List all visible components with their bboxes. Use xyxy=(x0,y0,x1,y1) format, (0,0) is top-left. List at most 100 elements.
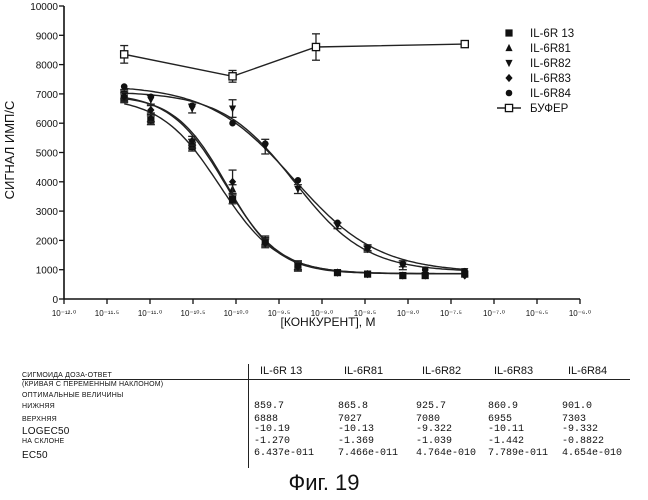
table-cell: -10.11 xyxy=(488,424,525,435)
table-cell: 865.8 xyxy=(338,401,369,412)
x-tick-label: 10⁻⁶·⁰ xyxy=(569,309,591,318)
marker-circle xyxy=(188,102,196,109)
table-cell: 901.0 xyxy=(562,401,593,412)
legend-label: IL-6R83 xyxy=(530,73,571,85)
x-tick-label: 10⁻¹²·⁰ xyxy=(52,309,76,318)
y-tick-label: 4000 xyxy=(36,178,59,189)
table-cell: 925.7 xyxy=(416,401,447,412)
table-cell: -0.8822 xyxy=(562,436,605,447)
marker-triangle-down xyxy=(294,186,302,194)
marker-circle xyxy=(505,89,513,97)
y-tick-label: 10000 xyxy=(30,2,58,13)
table-cell: 4.764e-010 xyxy=(416,448,477,459)
table-row-label: (КРИВАЯ С ПЕРЕМЕННЫМ НАКЛОНОМ) xyxy=(22,381,164,388)
axes: 0 1000 2000 3000 4000 5000 6000 7000 8000 9000 100… xyxy=(30,2,591,318)
table-column-header: IL-6R83 xyxy=(494,365,534,377)
x-tick-label: 10⁻⁸·⁰ xyxy=(397,309,419,318)
table-cell: -1.270 xyxy=(254,436,291,447)
y-tick-label: 0 xyxy=(52,295,58,306)
table-row-label: EC50 xyxy=(22,450,48,461)
fit-results-table: IL-6R 13 IL-6R81 IL-6R82 IL-6R83 IL-6R84 СИГМ… xyxy=(22,362,642,470)
marker-diamond xyxy=(421,271,429,280)
series-line xyxy=(124,96,465,275)
series-line xyxy=(124,87,465,271)
marker-diamond xyxy=(363,269,372,279)
table-cell: 4.654e-010 xyxy=(562,448,623,459)
x-tick-label: 10⁻⁸·⁵ xyxy=(354,309,376,318)
marker-square xyxy=(505,29,513,37)
table-row-label: ВЕРХНЯЯ xyxy=(22,416,57,423)
marker-diamond xyxy=(261,239,269,248)
marker-diamond xyxy=(399,271,407,280)
marker-circle xyxy=(229,119,236,127)
table-cell: -10.13 xyxy=(338,424,375,435)
marker-open-square xyxy=(460,39,470,49)
marker-circle xyxy=(334,219,341,227)
marker-diamond xyxy=(147,105,155,115)
table-cell: -9.332 xyxy=(562,424,599,435)
table-cell: -10.19 xyxy=(254,424,291,435)
series-line xyxy=(124,43,465,78)
marker-triangle-up xyxy=(505,43,513,52)
table-column-header: IL-6R81 xyxy=(344,365,384,377)
table-cell: 859.7 xyxy=(254,401,285,412)
series-line xyxy=(124,103,465,275)
table-cell: -1.442 xyxy=(488,436,525,447)
marker-open-square xyxy=(119,50,129,59)
table-cell: 6.437e-011 xyxy=(254,448,315,459)
y-tick-label: 6000 xyxy=(36,119,59,130)
table-cell: 7.466e-011 xyxy=(338,448,399,459)
legend-label: IL-6R82 xyxy=(530,58,571,70)
y-axis-title: СИГНАЛ ИМП/С xyxy=(2,101,17,200)
fit-curves xyxy=(124,43,465,275)
table-row-label: СИГМОИДА ДОЗА-ОТВЕТ xyxy=(22,372,112,379)
series-line xyxy=(124,97,465,275)
marker-diamond xyxy=(505,73,513,83)
table-cell: 860.9 xyxy=(488,401,519,412)
dose-response-chart: СИГНАЛ ИМП/С [КОНКУРЕНТ], М 0 1000 2000 300… xyxy=(2,2,591,329)
marker-circle xyxy=(364,244,371,252)
x-tick-label: 10⁻⁷·⁵ xyxy=(440,309,462,318)
marker-diamond xyxy=(294,262,302,271)
marker-diamond xyxy=(120,92,128,101)
marker-diamond xyxy=(188,136,196,145)
table-row-label: НА СКЛОНЕ xyxy=(22,438,65,445)
y-tick-label: 1000 xyxy=(36,266,59,277)
table-cell: 6955 xyxy=(488,414,513,425)
table-header-rule xyxy=(22,379,630,380)
table-cell: 6888 xyxy=(254,414,279,425)
marker-diamond xyxy=(228,177,237,186)
x-axis-label: [КОНКУРЕНТ], М xyxy=(281,315,376,329)
data-points xyxy=(119,33,470,280)
legend-label: БУФЕР xyxy=(530,103,569,115)
y-tick-label: 3000 xyxy=(36,207,59,218)
table-cell: -1.369 xyxy=(338,436,375,447)
table-column-rule xyxy=(248,364,249,468)
y-tick-label: 8000 xyxy=(36,61,59,72)
x-tick-label: 10⁻¹⁰·⁰ xyxy=(224,309,249,318)
table-row-label: НИЖНЯЯ xyxy=(22,403,55,410)
marker-circle xyxy=(294,177,302,184)
x-tick-label: 10⁻⁹·⁰ xyxy=(311,309,333,318)
marker-diamond xyxy=(333,268,342,277)
legend-label: IL-6R 13 xyxy=(530,28,574,40)
x-tick-label: 10⁻¹⁰·⁵ xyxy=(181,309,206,318)
marker-triangle-up xyxy=(147,113,155,121)
marker-open-square xyxy=(504,103,514,113)
marker-circle xyxy=(399,260,407,268)
x-tick-label: 10⁻¹¹·⁰ xyxy=(138,309,162,318)
marker-circle xyxy=(461,267,469,275)
table-column-header: IL-6R82 xyxy=(422,365,462,377)
x-tick-label: 10⁻⁶·⁵ xyxy=(526,309,548,318)
table-cell: 7.789e-011 xyxy=(488,448,549,459)
marker-circle xyxy=(120,83,128,90)
table-row-label: LOGEC50 xyxy=(22,426,70,437)
table-row-label: ОПТИМАЛЬНЫЕ ВЕЛИЧИНЫ xyxy=(22,392,124,399)
marker-circle xyxy=(261,140,269,148)
legend-label: IL-6R81 xyxy=(530,43,571,55)
marker-circle xyxy=(147,93,155,101)
y-tick-label: 2000 xyxy=(36,236,59,247)
marker-triangle-down xyxy=(228,105,237,113)
table-column-header: IL-6R 13 xyxy=(260,365,303,377)
table-cell: -1.039 xyxy=(416,436,453,447)
